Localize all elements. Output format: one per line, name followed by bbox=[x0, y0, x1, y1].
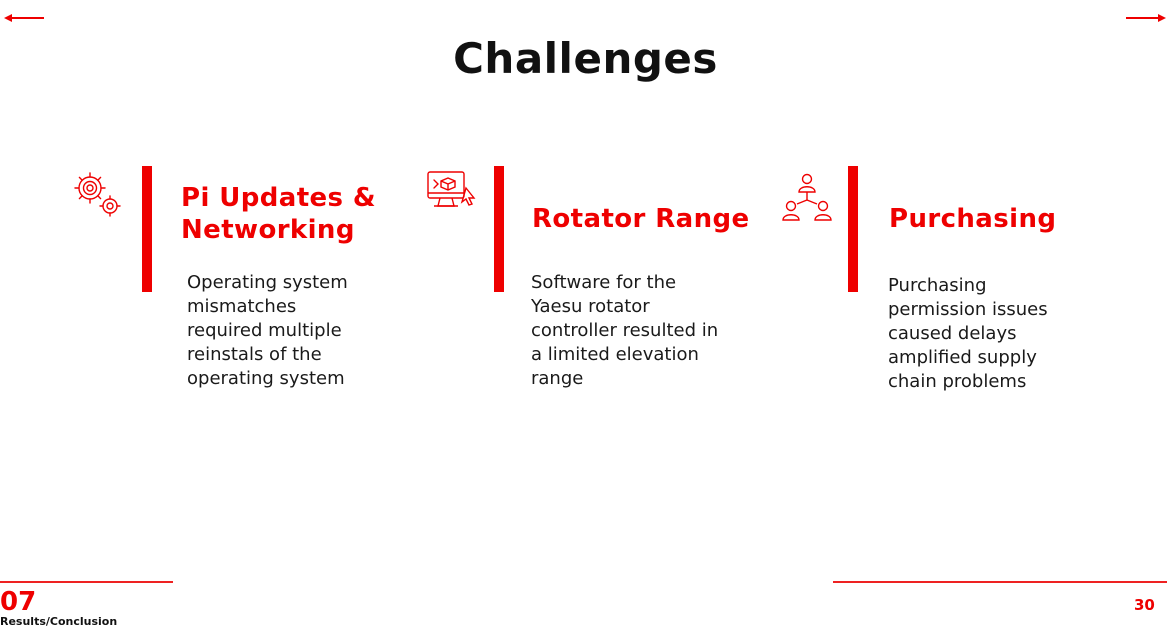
body-line: range bbox=[531, 368, 584, 389]
footer-right-rule bbox=[833, 581, 1167, 583]
accent-bar bbox=[142, 166, 152, 292]
body-line: chain problems bbox=[888, 371, 1027, 392]
body-line: Operating system bbox=[187, 272, 348, 293]
page-number: 30 bbox=[1134, 596, 1155, 614]
body-line: permission issues bbox=[888, 299, 1048, 320]
card-body: Operating system mismatches required mul… bbox=[187, 271, 407, 391]
body-line: mismatches bbox=[187, 296, 297, 317]
footer-left-rule bbox=[0, 581, 173, 583]
card-heading: Rotator Range bbox=[532, 203, 750, 235]
card-body: Software for the Yaesu rotator controlle… bbox=[531, 271, 751, 391]
gears-icon bbox=[74, 172, 121, 217]
body-line: Yaesu rotator bbox=[531, 296, 650, 317]
team-network-icon bbox=[782, 173, 832, 221]
heading-line: Rotator Range bbox=[532, 204, 750, 234]
body-line: amplified supply bbox=[888, 347, 1037, 368]
accent-bar bbox=[848, 166, 858, 292]
heading-line: Pi Updates & bbox=[181, 183, 376, 213]
accent-bar bbox=[494, 166, 504, 292]
card-heading: Pi Updates & Networking bbox=[181, 182, 376, 246]
card-heading: Purchasing bbox=[889, 203, 1056, 235]
body-line: controller resulted in bbox=[531, 320, 719, 341]
arrow-right-icon[interactable] bbox=[1126, 10, 1166, 26]
slide-title: Challenges bbox=[453, 34, 718, 83]
monitor-code-icon bbox=[427, 171, 476, 207]
heading-line: Networking bbox=[181, 215, 355, 245]
body-line: a limited elevation bbox=[531, 344, 699, 365]
section-name: Results/Conclusion bbox=[0, 615, 118, 628]
body-line: required multiple bbox=[187, 320, 342, 341]
card-body: Purchasing permission issues caused dela… bbox=[888, 274, 1108, 394]
heading-line: Purchasing bbox=[889, 204, 1057, 234]
body-line: caused delays bbox=[888, 323, 1017, 344]
body-line: reinstals of the bbox=[187, 344, 322, 365]
body-line: operating system bbox=[187, 368, 345, 389]
body-line: Purchasing bbox=[888, 275, 987, 296]
body-line: Software for the bbox=[531, 272, 677, 293]
arrow-left-icon[interactable] bbox=[4, 10, 44, 26]
section-number: 07 bbox=[0, 587, 37, 617]
